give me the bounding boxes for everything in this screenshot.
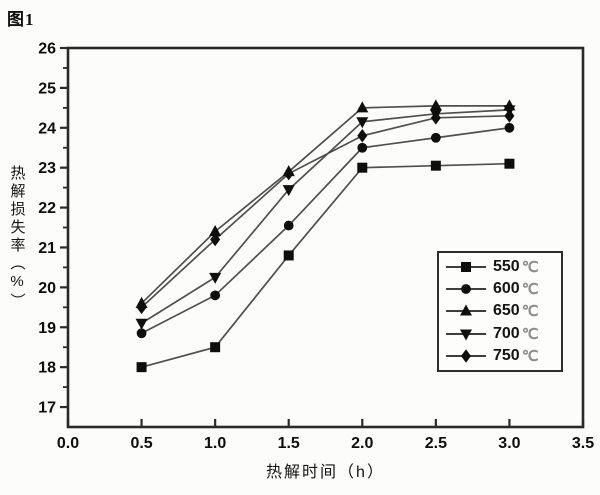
legend-triangle-down-icon <box>446 329 486 341</box>
legend-unit-label: ℃ <box>521 325 539 343</box>
data-point-550-2 <box>357 162 368 173</box>
legend-triangle-up-icon <box>446 304 486 316</box>
legend-label: 600 <box>493 280 520 298</box>
legend-item-600: 600 ℃ <box>446 279 557 300</box>
legend-label: 650 <box>493 302 520 320</box>
plot-frame <box>66 46 585 429</box>
legend-box: 550 ℃ 600 ℃ 650 ℃ 700 ℃ 750 ℃ <box>437 251 563 372</box>
legend-unit-label: ℃ <box>521 303 539 321</box>
legend-label: 750 <box>493 346 520 364</box>
x-tick-label: 1.5 <box>278 435 300 452</box>
data-point-550-1.5 <box>283 250 294 261</box>
data-point-650-2.5 <box>429 99 442 111</box>
legend-label: 700 <box>493 324 520 342</box>
series-line-650 <box>140 104 510 304</box>
data-point-750-3 <box>504 109 515 123</box>
data-point-600-1.5 <box>283 220 294 231</box>
data-point-650-1 <box>209 225 222 237</box>
y-tick-label: 18 <box>38 360 56 377</box>
data-point-700-0.5 <box>135 318 148 330</box>
legend-label: 550 <box>493 258 520 276</box>
legend-marker-triangle-up <box>460 304 472 316</box>
legend-item-700: 700 ℃ <box>446 323 557 344</box>
series-line-600 <box>141 126 510 335</box>
data-point-650-2 <box>356 101 369 113</box>
legend-item-750: 750 ℃ <box>446 345 557 366</box>
legend-unit-label: ℃ <box>521 259 539 277</box>
x-tick-label: 0.5 <box>130 435 152 452</box>
series-line-700 <box>141 108 510 324</box>
y-tick-label: 24 <box>38 120 56 137</box>
data-point-600-2.5 <box>430 132 441 143</box>
data-point-550-3 <box>504 158 515 169</box>
x-tick-label: 0.0 <box>57 435 79 452</box>
data-point-600-0.5 <box>136 328 147 339</box>
legend-square-icon <box>446 262 486 273</box>
y-tick-label: 19 <box>38 320 56 337</box>
series-line-550 <box>141 162 510 368</box>
data-point-550-1 <box>210 342 221 353</box>
data-point-600-3 <box>504 122 515 133</box>
y-tick-label: 21 <box>38 240 56 257</box>
legend-item-650: 650 ℃ <box>446 301 557 322</box>
figure-number-label: 图1 <box>7 10 35 29</box>
legend-marker-square <box>461 262 471 273</box>
data-point-550-0.5 <box>136 362 147 373</box>
legend-marker-diamond <box>461 349 471 363</box>
data-point-600-1 <box>210 290 221 301</box>
data-point-600-2 <box>357 142 368 153</box>
data-point-700-2 <box>356 117 369 129</box>
x-axis-title: 热解时间（h） <box>266 464 385 481</box>
data-point-700-1 <box>209 272 222 284</box>
x-tick-label: 3.5 <box>572 435 594 452</box>
y-tick-label: 17 <box>38 400 56 417</box>
y-tick-label: 26 <box>38 41 56 58</box>
legend-marker-triangle-down <box>460 329 472 341</box>
y-tick-label: 22 <box>38 200 56 217</box>
data-point-750-2.5 <box>430 111 441 125</box>
y-tick-label: 20 <box>38 280 56 297</box>
data-point-750-1 <box>210 232 221 247</box>
data-point-550-2.5 <box>430 160 441 171</box>
y-tick-label: 23 <box>38 160 56 177</box>
legend-marker-circle <box>461 284 471 295</box>
data-point-750-0.5 <box>136 300 147 315</box>
x-tick-label: 1.0 <box>204 435 226 452</box>
legend-item-550: 550 ℃ <box>446 257 557 278</box>
x-tick-label: 2.0 <box>351 435 373 452</box>
x-tick-label: 2.5 <box>425 435 447 452</box>
legend-diamond-icon <box>446 349 486 363</box>
legend-unit-label: ℃ <box>521 347 539 365</box>
y-tick-label: 25 <box>38 80 56 97</box>
legend-unit-label: ℃ <box>521 281 539 299</box>
x-tick-label: 3.0 <box>498 435 520 452</box>
data-point-750-2 <box>357 129 368 143</box>
legend-circle-icon <box>446 284 486 295</box>
series-line-750 <box>140 114 510 308</box>
data-point-700-1.5 <box>282 185 295 197</box>
y-axis-title: 热解损失率（%） <box>8 164 26 311</box>
data-point-750-1.5 <box>283 166 294 181</box>
